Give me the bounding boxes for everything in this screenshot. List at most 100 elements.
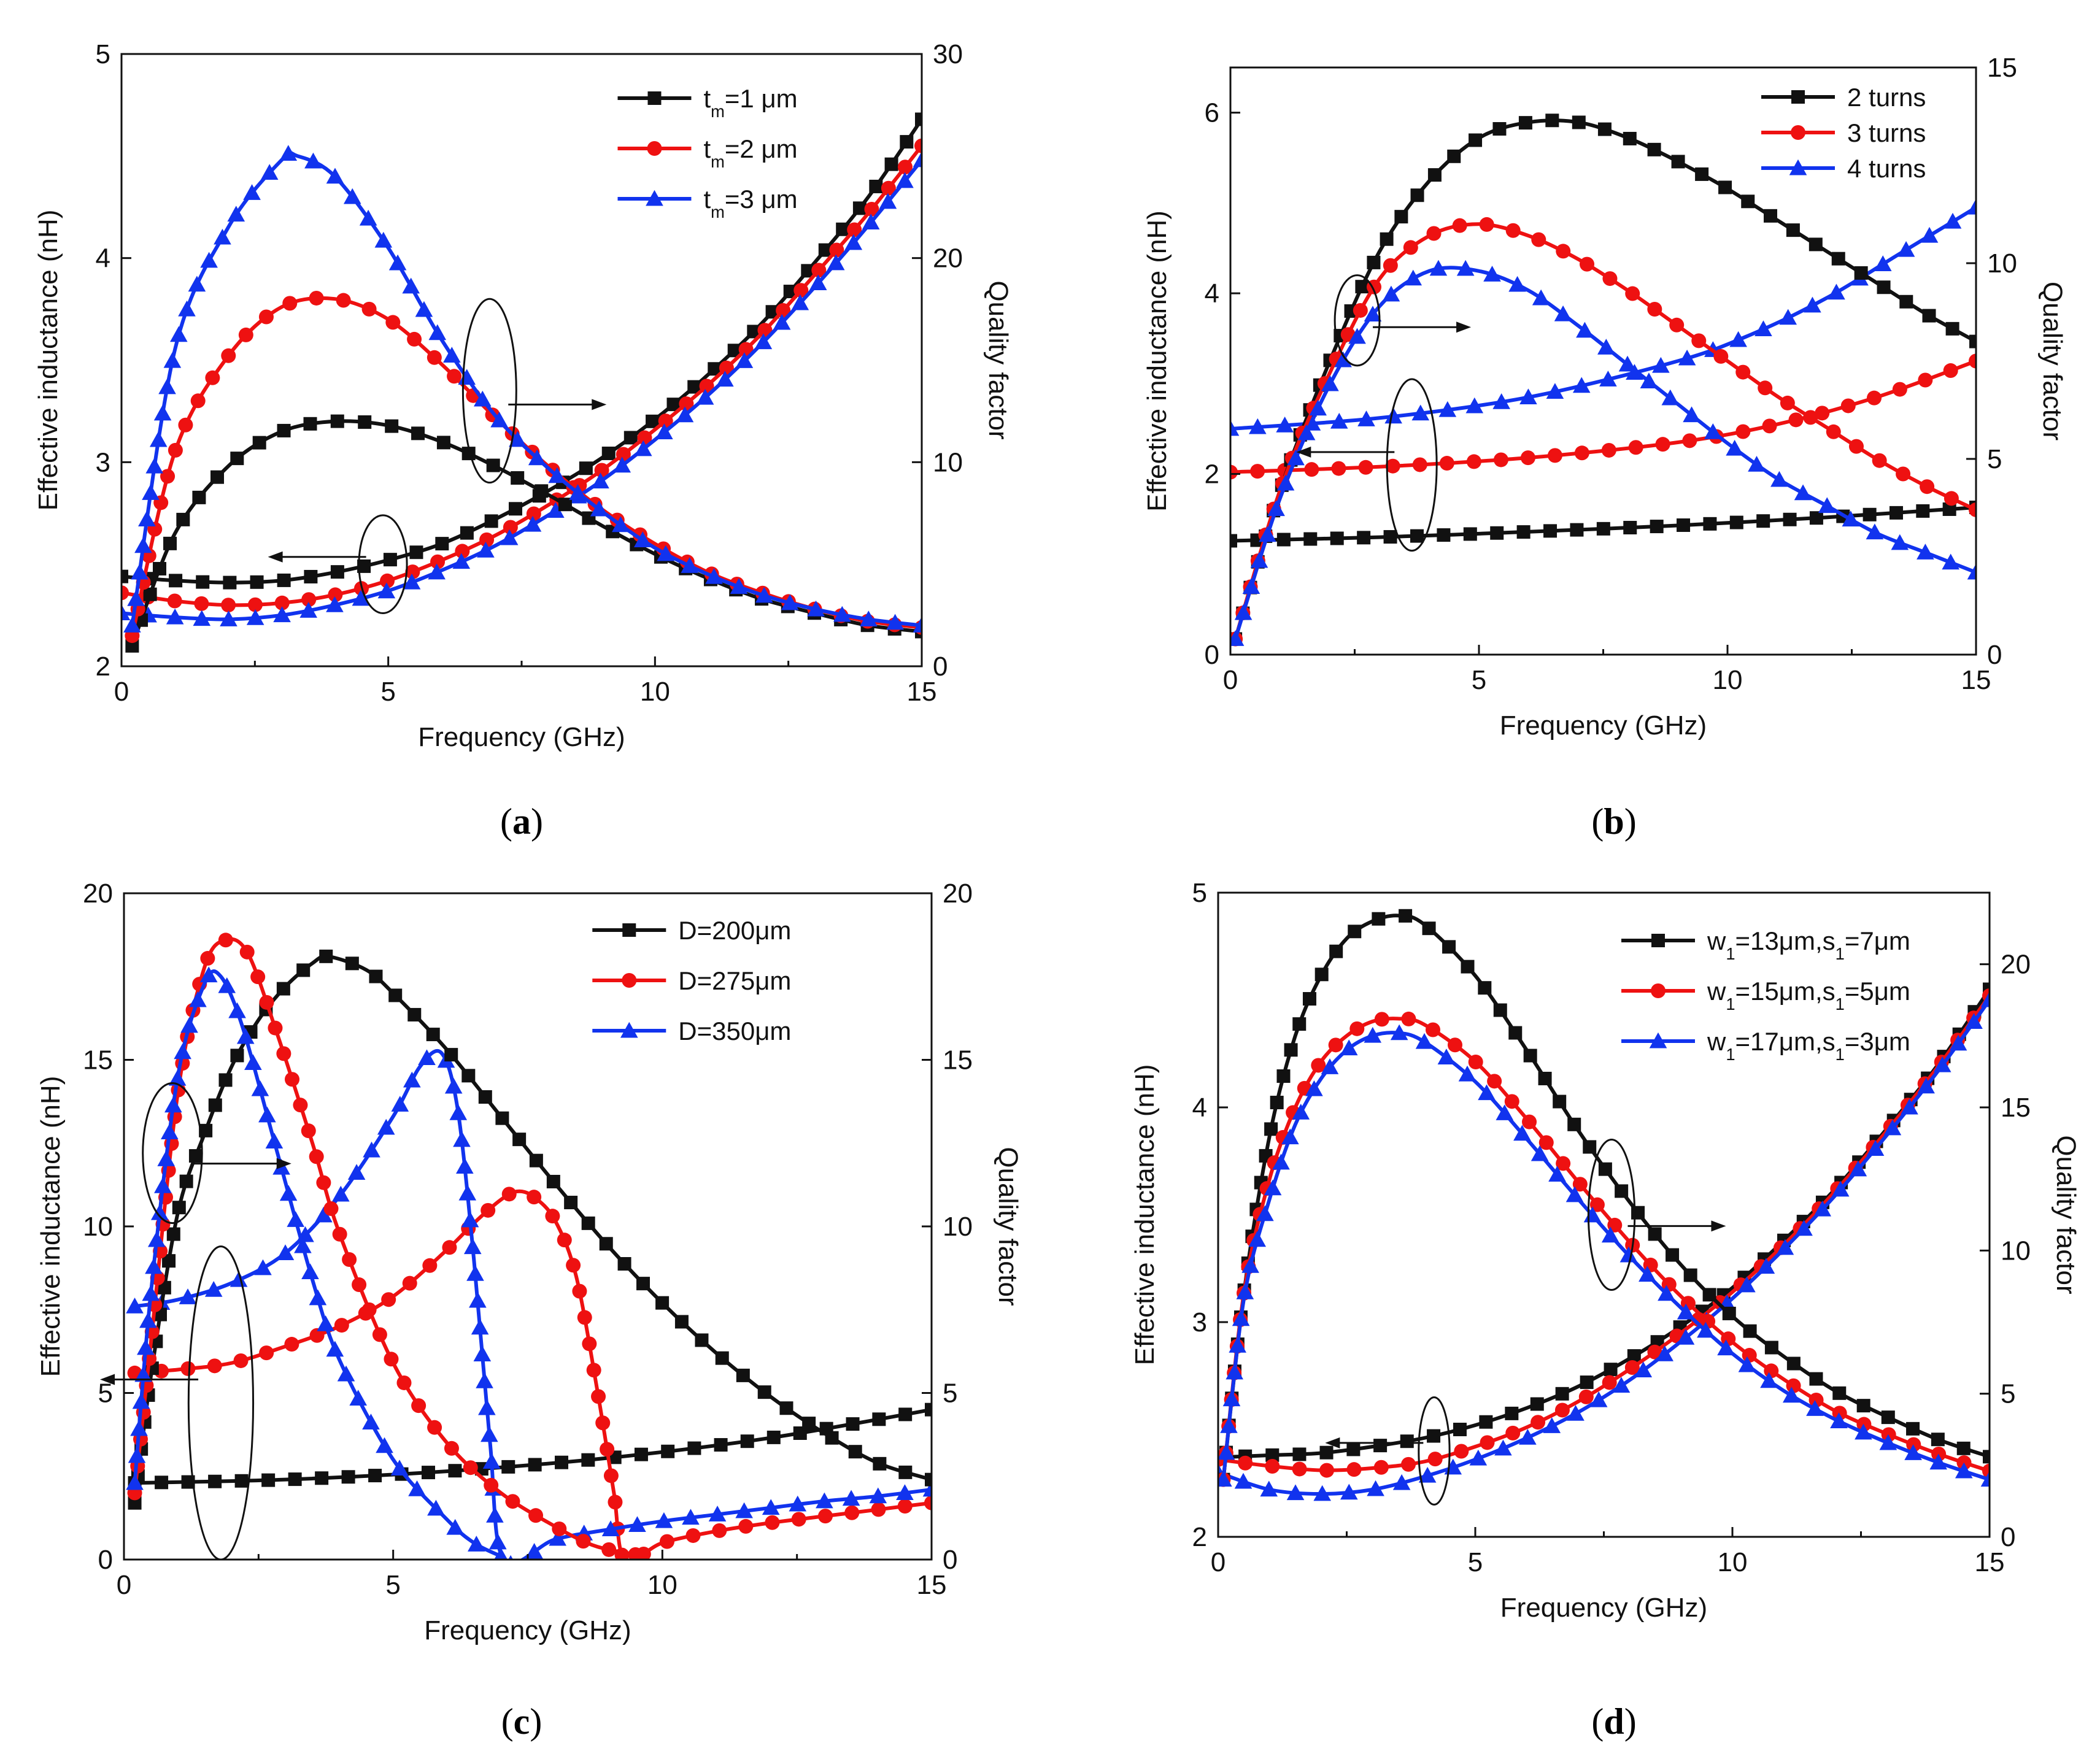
data-point-c-5 [180,1017,198,1033]
data-point-c-2 [682,1509,700,1525]
data-point-c-5 [142,1285,160,1301]
data-point-d-3 [1722,1306,1736,1320]
data-point-a-2 [273,606,291,623]
data-point-a-3 [210,470,225,484]
data-point-c-4 [411,1398,427,1414]
data-point-d-2 [1738,1276,1756,1293]
data-point-a-2 [791,294,809,310]
y2-tick-label: 15 [943,1045,973,1075]
x-axis-label: Frequency (GHz) [424,1615,631,1645]
data-point-d-5 [1415,1033,1434,1049]
data-point-a-0 [687,380,701,394]
data-point-a-5 [343,188,361,204]
data-point-c-4 [384,1352,399,1367]
data-point-a-0 [196,575,210,589]
y-tick-label: 2 [1192,1522,1207,1552]
legend-label: w1=13μm,s1=7μm [1707,926,1910,963]
data-point-b-4 [1780,395,1795,410]
data-point-b-4 [1803,410,1818,425]
data-point-d-1 [1554,1402,1570,1418]
data-point-c-1 [207,1358,222,1374]
legend-label: D=275μm [678,966,791,995]
data-point-b-0 [1729,515,1743,529]
data-point-a-1 [897,160,913,175]
data-point-c-5 [337,1365,355,1382]
legend-subscript: m [711,152,725,171]
data-point-d-3 [1931,1433,1945,1447]
data-point-a-5 [153,404,172,421]
annotation-ellipse-0 [142,1082,203,1225]
data-point-d-1 [1401,1456,1416,1472]
data-point-c-3 [599,1237,613,1251]
y2-tick-label: 5 [2001,1379,2015,1409]
data-point-c-2 [476,1372,493,1388]
data-point-d-4 [1906,1437,1921,1452]
data-point-d-5 [1565,1186,1584,1202]
data-point-b-2 [1944,212,1962,229]
data-point-d-1 [1624,1360,1640,1375]
data-point-c-0 [181,1475,195,1489]
legend-label: tm=3 μm [703,185,797,221]
data-point-d-3 [1856,1399,1870,1413]
data-point-c-1 [572,1283,587,1299]
data-point-c-2 [179,1288,197,1304]
data-point-a-5 [730,578,748,594]
data-point-c-2 [363,1141,380,1158]
data-point-b-2 [1276,417,1294,433]
data-point-a-1 [637,430,652,445]
data-point-a-1 [719,360,734,375]
data-point-d-2 [1634,1361,1653,1378]
data-point-d-5 [1879,1434,1897,1450]
data-point-d-0 [1265,1448,1280,1462]
annotation-arrowhead [1711,1220,1726,1232]
annotation-arrowhead [100,1374,115,1385]
data-point-d-2 [1567,1404,1585,1421]
data-point-a-3 [535,484,549,498]
x-tick-label: 5 [1472,665,1486,695]
x-axis-label: Frequency (GHz) [1500,1593,1707,1623]
data-point-d-4 [1956,1455,1972,1471]
data-point-b-2 [1678,349,1696,366]
data-point-c-5 [157,1150,175,1166]
y-tick-label: 5 [96,39,110,69]
data-point-c-0 [898,1407,913,1422]
data-point-b-5 [1748,456,1766,472]
y2-tick-label: 30 [933,39,963,69]
data-point-a-4 [447,369,462,384]
data-point-c-3 [162,1254,176,1268]
legend-text: w [1707,977,1726,1006]
data-point-b-5 [1661,389,1680,406]
annotation-arrowhead [276,1158,291,1169]
data-point-a-0 [223,575,237,590]
y2-tick-label: 10 [933,447,963,477]
data-point-a-0 [601,446,616,460]
data-point-c-3 [695,1333,709,1347]
data-point-c-4 [528,1508,544,1523]
data-point-c-5 [287,1211,304,1227]
legend-marker [622,973,637,988]
data-point-a-5 [142,484,160,500]
data-point-c-1 [659,1534,674,1549]
data-point-d-3 [1422,921,1436,936]
data-point-d-3 [1372,912,1386,926]
data-point-b-5 [1967,563,1976,580]
data-point-c-5 [164,1096,182,1113]
data-point-d-5 [1256,1205,1274,1221]
data-point-b-5 [1917,544,1934,560]
data-point-a-0 [869,179,883,193]
data-point-b-2 [1438,401,1457,417]
x-tick-label: 5 [380,677,395,707]
data-point-a-5 [807,600,825,617]
y-axis-label: Effective inductance (nH) [33,210,63,511]
data-point-c-2 [816,1492,833,1509]
data-point-d-0 [1505,1406,1519,1420]
data-point-b-2 [1519,388,1537,404]
y2-tick-label: 0 [933,652,948,682]
data-point-c-5 [494,1547,508,1560]
data-point-c-2 [456,1158,474,1174]
data-point-a-3 [436,436,450,450]
data-point-b-4 [1944,491,1959,506]
data-point-b-5 [1382,285,1400,302]
data-point-d-3 [1881,1410,1895,1425]
data-point-c-1 [284,1337,299,1352]
